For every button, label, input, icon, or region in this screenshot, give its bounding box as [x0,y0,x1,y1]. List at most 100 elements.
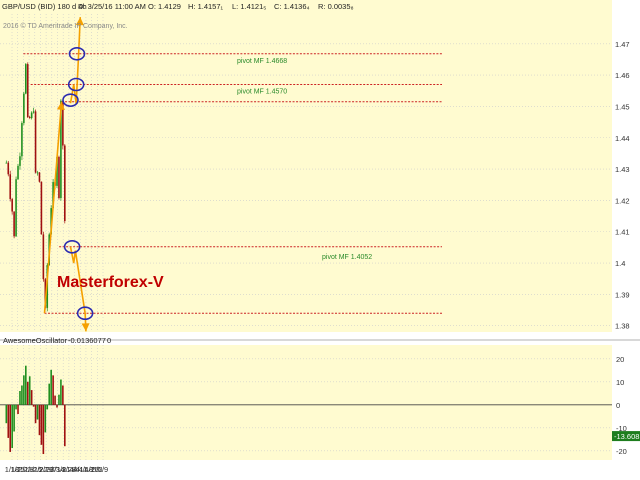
price-tick-label: 1.46 [615,71,630,80]
candle-body [28,117,31,119]
candle-body [13,211,15,237]
oscillator-bar [32,404,35,407]
watermark-label: Masterforex-V [57,274,164,291]
candle-body [26,64,29,118]
date-tick-label: 2/22 [33,465,48,474]
current-value-badge [612,431,640,442]
oscillator-bar [25,365,27,405]
date-tick-label: 5/2 [92,465,102,474]
indicator-tick-label: 20 [616,355,624,364]
candle-body [9,174,12,200]
date-label: D: 3/25/16 11:00 AM [78,2,146,11]
pivot-label: pivot MF 1.4570 [237,88,287,95]
oscillator-bar [36,404,39,420]
candle-body [32,111,35,113]
candle-body [19,156,21,166]
oscillator-bar [48,383,51,405]
date-tick-label: 3/7 [47,465,57,474]
pivot-labels: pivot MF 1.4668 pivot MF 1.4570 pivot MF 1… [237,58,372,261]
oscillator-bar [21,385,23,405]
oscillator-bar [15,404,17,410]
date-tick-label: 4/4 [69,465,79,474]
price-tick-label: 1.45 [615,102,630,111]
price-tick-label: 1.39 [615,290,630,299]
price-plot-area[interactable] [0,0,612,332]
price-tick-label: 1.44 [615,134,630,143]
pivot-lines [23,53,442,314]
candle-body [58,156,60,199]
date-tick-label: 4/11 [73,465,87,474]
low-label: L: 1.4121₅ [232,2,266,11]
date-tick-label: 3/28 [62,465,77,474]
oscillator-bar [58,394,60,405]
date-axis: 1/181/252/12/82/152/222/293/73/143/213/2… [5,465,109,474]
price-tick-label: 1.4 [615,259,625,268]
candle-body [56,156,58,186]
oscillator-bar [11,404,13,449]
indicator-param: 0 [107,336,111,345]
price-axis: 1.47 1.46 1.45 1.44 1.43 1.42 1.41 1.4 1.39 1.38 [615,40,630,331]
copyright-label: 2016 © TD Ameritrade IP Company, Inc. [3,22,128,30]
oscillator-bar [56,404,58,408]
oscillator-bar [34,404,37,424]
date-tick-label: 3/21 [56,465,71,474]
oscillator-bar [42,404,45,455]
oscillator-bar [13,404,15,432]
candle-body [15,179,17,237]
candle-body [17,165,19,180]
candle-body [30,112,33,119]
oscillator-bar [30,390,33,405]
date-tick-label: 1/18 [5,465,20,474]
target-circle [62,93,79,107]
oscillator-bars [5,365,66,455]
date-tick-label: 1/25 [10,465,25,474]
date-tick-label: 2/8 [24,465,34,474]
target-circle [76,306,94,321]
indicator-value: -0.0136077 [68,336,106,345]
pivot-label: pivot MF 1.4052 [322,254,372,261]
date-tick-label: 2/1 [18,465,28,474]
date-tick-label: 3/14 [50,465,65,474]
candle-body [60,100,62,199]
close-label: C: 1.4136₄ [274,2,310,11]
candle-body [36,172,39,174]
date-tick-label: 4/25 [84,465,99,474]
candle-body [52,182,54,209]
target-circle [68,46,86,61]
symbol-label: GBP/USD (BID) 180 d 4h [2,2,87,11]
indicator-axis: 20 10 0 -10 -20 -13.608 [612,355,640,456]
candle-body [38,172,41,182]
candle-body [64,145,66,222]
pivot-label: pivot MF 1.4668 [237,58,287,65]
high-label: H: 1.4157₁ [188,2,224,11]
projection-arrowhead [75,17,84,26]
candle-body [62,100,64,146]
projection-arrowhead [81,323,90,332]
range-label: R: 0.0035₈ [318,2,354,11]
oscillator-bar [52,375,54,405]
oscillator-bar [40,404,43,445]
price-grid [0,14,612,332]
price-tick-label: 1.38 [615,322,630,331]
oscillator-bar [9,404,12,452]
candle-body [40,181,43,235]
candle-body [5,162,8,164]
indicator-tick-label: -20 [616,447,627,456]
oscillator-bar [62,385,64,405]
indicator-plot-area[interactable] [0,345,612,460]
target-circle [67,77,85,92]
indicator-tick-label: 0 [616,401,620,410]
candle-body [21,123,23,157]
date-tick-label: 5/9 [98,465,108,474]
oscillator-bar [60,379,62,405]
oscillator-bar [7,404,10,438]
date-tick-label: 2/29 [39,465,54,474]
oscillator-bar [26,381,29,405]
oscillator-bar [46,404,49,410]
target-circles [62,46,94,321]
oscillator-bar [5,404,8,424]
projection-line [43,101,63,314]
oscillator-bar [44,404,47,433]
